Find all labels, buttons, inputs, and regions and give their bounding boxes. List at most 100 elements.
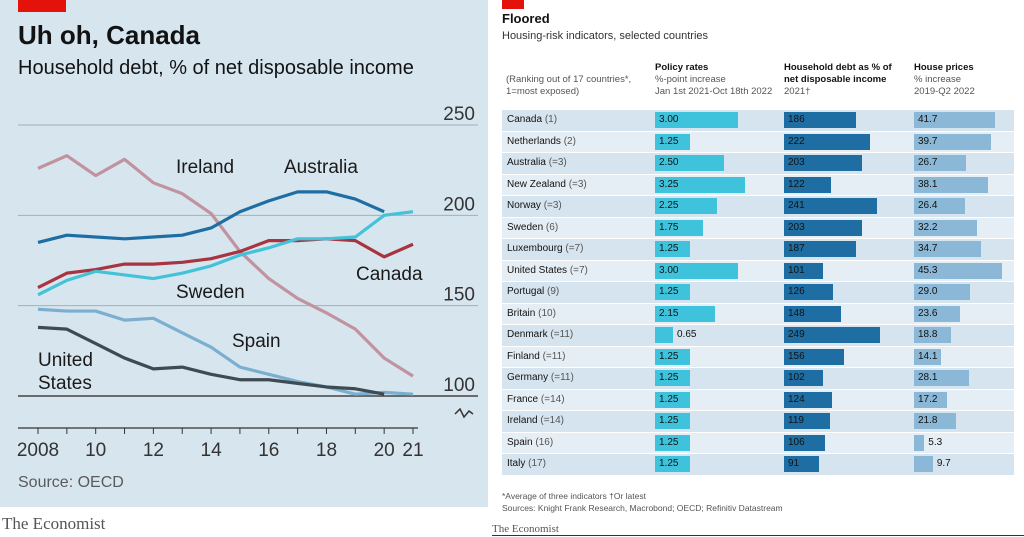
house-prices-value: 45.3 [918,264,938,276]
right-table-panel: Floored Housing-risk indicators, selecte… [492,0,1024,537]
table-row: New Zealand (=3) 3.25 122 38.1 [502,173,1014,195]
country-name: Britain (10) [507,308,556,319]
x-tick-label: 18 [316,440,337,461]
table-row: Norway (=3) 2.25 241 26.4 [502,195,1014,217]
house-prices-bar [914,262,1002,279]
table-row: Spain (16) 1.25 106 5.3 [502,431,1014,453]
country-rank: (17) [528,458,546,469]
policy-rate-bar [655,391,690,408]
household-debt-value: 148 [788,307,805,319]
country-rank: (10) [538,307,556,319]
country-name: Sweden (6) [507,222,558,233]
household-debt-value: 126 [788,286,805,297]
policy-header-sub1: %-point increase [655,74,726,85]
country-label: Britain [507,307,539,319]
country-rank: (2) [563,135,576,147]
house-prices-bar [914,198,966,214]
country-name: Spain (16) [507,437,553,448]
country-rank: (=7) [565,243,584,254]
x-tick-label: 21 [402,440,423,461]
house-prices-bar [914,305,960,322]
x-tick-label: 20 [374,440,395,461]
country-rank: (=11) [550,372,574,383]
policy-header: Policy rates %-point increase Jan 1st 20… [655,62,772,98]
country-label: United States [507,264,570,276]
country-label: Sweden [507,221,546,233]
prices-header-title: House prices [914,62,974,73]
country-label: Denmark [507,329,551,340]
house-prices-value: 17.2 [918,393,938,405]
house-prices-value: 23.6 [918,307,938,319]
household-debt-value: 119 [788,415,804,426]
house-prices-bar [914,155,966,171]
ranking-header: (Ranking out of 17 countries*, 1=most ex… [506,74,631,98]
country-label: France [507,393,541,405]
policy-rate-bar [655,198,718,214]
country-name: Denmark (=11) [507,329,573,340]
country-name: New Zealand (=3) [507,179,587,190]
series-line-ireland [37,154,414,378]
house-prices-value: 21.8 [918,415,938,426]
country-label: Luxembourg [507,243,566,254]
table-row: Netherlands (2) 1.25 222 39.7 [502,130,1014,152]
house-prices-bar [914,391,948,408]
line-chart: 100 150 200 250 2008 10 12 14 16 18 20 21 Ireland Aus… [17,104,478,461]
y-tick-label: 200 [443,194,475,215]
y-tick-label: 250 [443,104,475,125]
country-name: Ireland (=14) [507,415,564,426]
series-label: Australia [284,157,358,178]
table-title: Floored [502,11,550,26]
series-label: United [38,350,93,371]
policy-rate-value: 1.25 [659,458,679,469]
x-tick-label: 14 [201,440,223,461]
policy-rate-value: 1.25 [659,393,679,405]
brand-red-tab [18,0,66,12]
series-label: Canada [356,264,423,285]
economist-brand-right: The Economist [492,523,559,535]
table-subtitle: Housing-risk indicators, selected countr… [502,30,709,42]
household-debt-value: 106 [788,436,805,448]
country-rank: (=3) [548,157,567,168]
table-footnote: *Average of three indicators †Or latest … [502,490,783,514]
policy-rate-bar [655,434,690,451]
house-prices-bar [914,284,971,300]
household-debt-bar [784,391,832,408]
ranking-header-line1: (Ranking out of 17 countries*, [506,74,632,85]
household-debt-value: 203 [788,157,805,168]
country-rank: (=3) [543,200,562,211]
country-name: Finland (=11) [507,351,565,362]
household-debt-bar [784,219,863,236]
policy-rate-value: 1.25 [659,415,679,426]
country-rank: (=11) [542,350,566,362]
house-prices-value: 39.7 [918,135,938,147]
policy-rate-bar [655,241,690,257]
bottom-rule [492,535,1024,536]
x-tick-label: 2008 [17,440,59,461]
policy-header-sub2: Jan 1st 2021-Oct 18th 2022 [655,86,773,97]
policy-rate-bar [655,456,690,472]
country-label: Spain [507,436,536,448]
series-label: States [38,373,92,394]
house-prices-value: 32.2 [918,221,938,233]
chart-source: Source: OECD [18,474,124,491]
country-label: Ireland [507,415,541,426]
household-debt-bar [784,262,823,279]
house-prices-bar [914,348,942,365]
policy-header-title: Policy rates [655,62,709,73]
household-debt-value: 241 [788,200,805,211]
country-name: France (=14) [507,394,565,405]
x-tick-label: 10 [85,440,106,461]
series-line-sweden [37,210,414,297]
country-label: Australia [507,157,549,168]
country-label: Canada [507,114,545,125]
footnote-line2: Sources: Knight Frank Research, Macrobon… [502,503,783,513]
table-row: Sweden (6) 1.75 203 32.2 [502,216,1014,238]
house-prices-bar [914,456,933,472]
household-debt-bar [784,348,845,365]
household-debt-value: 124 [788,393,805,405]
series-line-canada [37,237,414,290]
table-row: France (=14) 1.25 124 17.2 [502,388,1014,410]
household-debt-value: 187 [788,243,805,254]
policy-rate-value: 1.25 [659,286,679,297]
house-prices-value: 14.1 [918,350,938,362]
